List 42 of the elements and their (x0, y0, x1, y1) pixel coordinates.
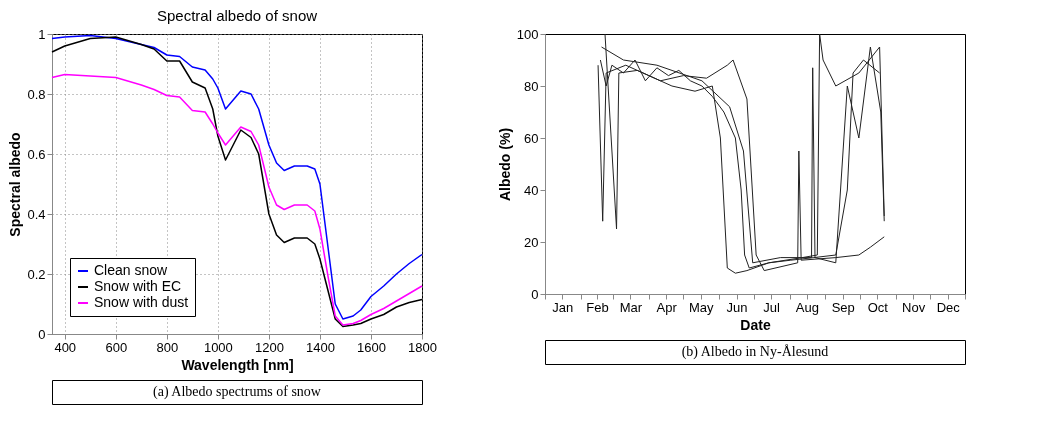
y-tick-label: 40 (524, 182, 539, 198)
text: (b) Albedo in Ny-Ålesund (681, 344, 829, 360)
x-tick-label: Jul (763, 299, 781, 315)
x-tick-label: Nov (902, 299, 926, 315)
y-tick-label: 1 (38, 26, 46, 42)
x-tick-label: Mar (619, 299, 643, 315)
x-tick-label: Apr (656, 299, 678, 315)
x-axis-title: Wavelength [nm] (181, 356, 294, 373)
y-tick-label: 0.2 (27, 266, 46, 282)
chart-title: Spectral albedo of snow (156, 7, 318, 24)
y-tick-label: 60 (524, 130, 539, 146)
x-tick-label: Aug (795, 299, 819, 315)
x-tick-label: Sep (831, 299, 855, 315)
x-tick-label: Jan (552, 299, 574, 315)
y-tick-label: 0 (38, 326, 46, 342)
y-tick-label: 100 (516, 26, 539, 42)
x-tick-label: 1800 (408, 339, 437, 355)
x-tick-label: 1000 (203, 339, 233, 355)
x-tick-label: 1200 (254, 339, 284, 355)
x-tick-label: 1400 (305, 339, 335, 355)
x-tick-label: Jun (726, 299, 748, 315)
x-tick-label: Dec (936, 299, 961, 315)
y-axis-title: Albedo (%) (496, 127, 513, 202)
y-tick-label: 0.6 (27, 146, 46, 162)
x-tick-label: 600 (105, 339, 128, 355)
y-tick-label: 0.8 (27, 86, 46, 102)
y-tick-label: 20 (524, 234, 539, 250)
y-tick-label: 0 (531, 286, 539, 302)
y-tick-label: 80 (524, 78, 539, 94)
x-tick-label: Oct (867, 299, 889, 315)
legend-label: Snow with dust (94, 294, 189, 310)
x-axis-title: Date (740, 316, 771, 333)
x-tick-label: Feb (586, 299, 609, 315)
legend-label: Snow with EC (94, 278, 182, 294)
text: (a) Albedo spectrums of snow (153, 384, 322, 400)
x-tick-label: 800 (156, 339, 179, 355)
x-tick-label: May (688, 299, 715, 315)
legend-label: Clean snow (94, 262, 169, 278)
x-tick-label: 1600 (357, 339, 386, 355)
x-tick-label: 400 (54, 339, 77, 355)
y-tick-label: 0.4 (27, 206, 46, 222)
y-axis-title: Spectral albedo (7, 132, 24, 237)
